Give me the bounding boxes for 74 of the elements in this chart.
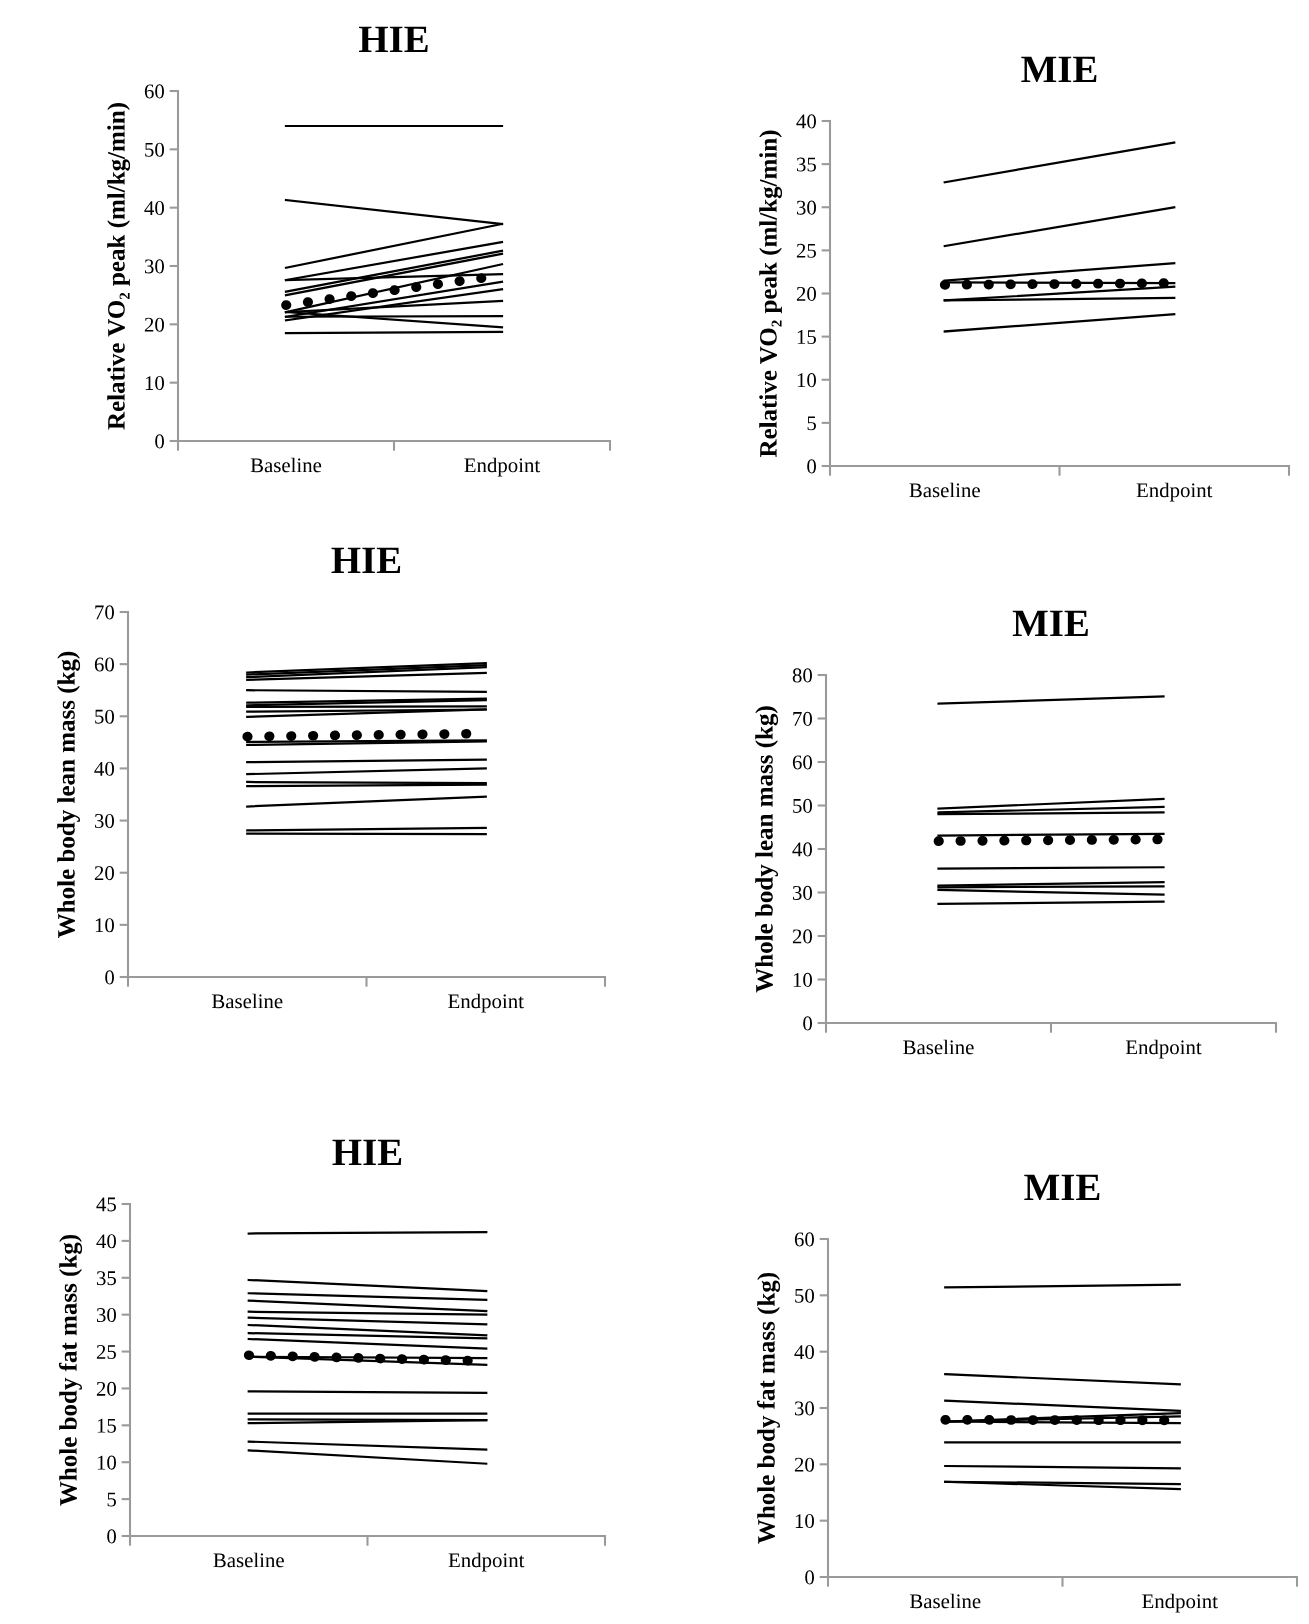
y-tick-label: 10 — [797, 373, 817, 388]
x-tick-label: Baseline — [211, 993, 283, 1009]
y-tick-label: 25 — [96, 1344, 116, 1359]
y-tick-label: 20 — [794, 1457, 815, 1472]
y-tick-label: 40 — [792, 842, 813, 857]
x-tick-label: Endpoint — [1136, 482, 1213, 502]
y-tick-label: 60 — [792, 755, 813, 770]
y-tick-label: 35 — [96, 1271, 116, 1286]
y-tick-label: 35 — [796, 157, 816, 172]
chart-title: MIE — [1021, 56, 1097, 83]
y-tick-label: 10 — [95, 918, 115, 933]
y-tick-label: 50 — [795, 1288, 815, 1303]
y-tick-label: 40 — [96, 1234, 117, 1249]
y-tick-label: 5 — [807, 416, 816, 431]
y-axis-title: Relative VO₂ peak (ml/kg/min) — [759, 130, 783, 458]
y-tick-label: 30 — [94, 813, 115, 828]
y-tick-label: 0 — [155, 434, 165, 449]
y-tick-label: 5 — [107, 1492, 116, 1507]
y-tick-label: 50 — [95, 709, 115, 724]
y-tick-label: 10 — [97, 1455, 117, 1470]
y-tick-label: 45 — [96, 1197, 116, 1212]
y-tick-label: 80 — [792, 668, 813, 683]
y-tick-label: 10 — [793, 972, 813, 987]
y-tick-label: 50 — [145, 142, 165, 157]
y-axis-title: Whole body fat mass (kg) — [756, 1272, 781, 1544]
x-tick-label: Endpoint — [1142, 1593, 1218, 1613]
y-tick-label: 50 — [793, 798, 813, 813]
y-tick-label: 30 — [796, 200, 817, 215]
y-tick-label: 40 — [94, 761, 115, 776]
y-axis-title: Whole body lean mass (kg) — [57, 651, 81, 938]
y-tick-label: 10 — [145, 376, 165, 391]
x-tick-label: Baseline — [909, 1593, 981, 1609]
y-tick-label: 30 — [794, 1401, 815, 1416]
y-tick-label: 60 — [144, 84, 165, 99]
chart-title: HIE — [332, 1139, 402, 1166]
y-tick-label: 40 — [794, 1345, 815, 1360]
y-tick-label: 30 — [144, 259, 165, 274]
y-tick-label: 15 — [97, 1418, 116, 1433]
y-tick-label: 30 — [792, 885, 813, 900]
chart-title: HIE — [331, 547, 401, 574]
x-tick-label: Baseline — [903, 1039, 974, 1055]
chart-title: MIE — [1024, 1174, 1100, 1201]
y-tick-label: 30 — [96, 1308, 117, 1323]
x-tick-label: Baseline — [250, 457, 322, 473]
x-tick-label: Endpoint — [448, 993, 524, 1013]
y-tick-label: 20 — [94, 866, 115, 881]
y-tick-label: 40 — [144, 201, 165, 216]
y-tick-label: 20 — [144, 317, 165, 332]
x-tick-label: Baseline — [909, 482, 980, 498]
y-tick-label: 10 — [795, 1514, 815, 1529]
y-tick-label: 0 — [807, 459, 817, 474]
chart-title: HIE — [359, 26, 428, 53]
y-axis-title: Whole body lean mass (kg) — [755, 706, 779, 993]
y-tick-label: 20 — [796, 286, 817, 301]
y-tick-label: 40 — [796, 114, 817, 129]
y-tick-label: 20 — [792, 929, 813, 944]
y-tick-label: 25 — [796, 243, 816, 258]
y-tick-label: 60 — [94, 657, 115, 672]
x-tick-label: Endpoint — [1125, 1039, 1202, 1059]
y-tick-label: 0 — [805, 1570, 815, 1585]
x-tick-label: Endpoint — [448, 1552, 525, 1572]
y-tick-label: 70 — [95, 605, 115, 620]
y-axis-title: Relative VO₂ peak (ml/kg/min) — [107, 103, 131, 430]
x-tick-label: Endpoint — [464, 457, 541, 477]
y-tick-label: 0 — [803, 1016, 813, 1031]
y-tick-label: 20 — [96, 1381, 117, 1396]
y-tick-label: 0 — [107, 1529, 117, 1544]
chart-title: MIE — [1012, 610, 1088, 637]
x-tick-label: Baseline — [213, 1552, 284, 1568]
y-tick-label: 60 — [794, 1232, 815, 1247]
y-tick-label: 0 — [105, 970, 115, 985]
y-axis-title: Whole body fat mass (kg) — [58, 1234, 83, 1506]
y-tick-label: 70 — [793, 711, 813, 726]
y-tick-label: 15 — [797, 330, 816, 345]
